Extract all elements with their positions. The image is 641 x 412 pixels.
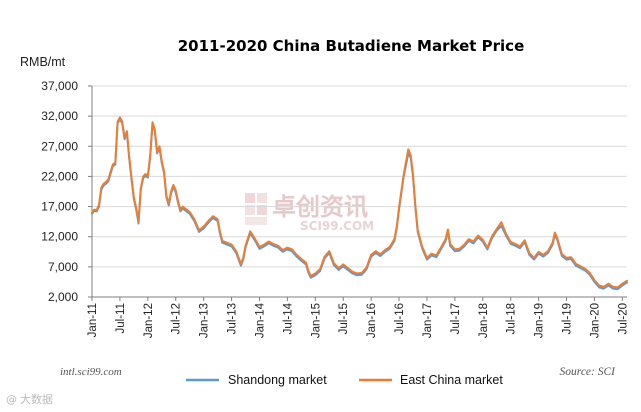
x-tick-label: Jul-18 (506, 303, 518, 334)
axes (91, 86, 627, 298)
y-axis-ticks: 2,000 7,000 12,000 17,000 22,000 27,000 32,000… (41, 79, 92, 304)
y-tick-label: 12,000 (41, 230, 78, 244)
series-lines (91, 116, 628, 291)
x-axis-ticks: Jan-11 Jul-11 Jan-12 Jul-12 Jan-13 Jul-13 Jan-… (87, 297, 629, 338)
x-tick-label: Jul-11 (115, 303, 127, 333)
x-tick-label: Jan-13 (199, 303, 211, 338)
y-tick-label: 37,000 (41, 79, 78, 93)
y-tick-label: 22,000 (41, 169, 78, 183)
watermark-logo: 卓创资讯 SCI99.COM (245, 193, 374, 233)
x-tick-label: Jan-17 (422, 303, 434, 338)
website-note: intl.sci99.com (60, 366, 122, 378)
chart-title: 2011-2020 China Butadiene Market Price (178, 37, 525, 55)
x-tick-label: Jul-12 (171, 303, 183, 334)
watermark-logo-block (245, 205, 255, 215)
x-tick-label: Jul-19 (562, 303, 574, 334)
x-tick-label: Jul-15 (338, 303, 350, 334)
y-axis-unit-label: RMB/mt (20, 55, 66, 69)
corner-watermark-at-sign: @ (6, 393, 17, 406)
x-tick-label: Jan-14 (254, 302, 266, 338)
legend: Shandong market East China market (186, 373, 503, 387)
x-tick-label: Jul-16 (394, 303, 406, 334)
x-tick-label: Jan-12 (143, 303, 155, 338)
x-tick-label: Jan-15 (310, 303, 322, 338)
watermark-logo-block (257, 193, 267, 203)
x-tick-label: Jan-18 (478, 303, 490, 338)
corner-watermark-text: 大数据 (20, 392, 53, 406)
watermark-logo-block (245, 193, 255, 203)
y-tick-label: 17,000 (41, 200, 78, 214)
x-tick-label: Jan-20 (589, 303, 601, 338)
x-tick-label: Jul-13 (227, 303, 239, 334)
legend-label-shandong: Shandong market (228, 373, 327, 387)
source-note: Source: SCI (560, 366, 617, 378)
watermark-logo-block (257, 205, 267, 215)
watermark-logo-block (245, 217, 267, 225)
x-tick-label: Jul-20 (617, 303, 629, 334)
x-tick-label: Jan-16 (366, 303, 378, 338)
legend-label-east-china: East China market (400, 373, 503, 387)
corner-watermark: @ 大数据 (6, 392, 53, 406)
x-tick-label: Jan-11 (87, 303, 99, 337)
series-line-east-china (91, 116, 628, 289)
series-line-shandong (91, 118, 628, 291)
y-tick-label: 27,000 (41, 139, 78, 153)
y-tick-label: 7,000 (48, 260, 78, 274)
y-tick-label: 32,000 (41, 109, 78, 123)
x-tick-label: Jul-14 (282, 302, 294, 334)
y-tick-label: 2,000 (48, 290, 78, 304)
x-tick-label: Jan-19 (534, 303, 546, 338)
x-tick-label: Jul-17 (450, 303, 462, 334)
watermark-english-text: SCI99.COM (300, 219, 374, 233)
